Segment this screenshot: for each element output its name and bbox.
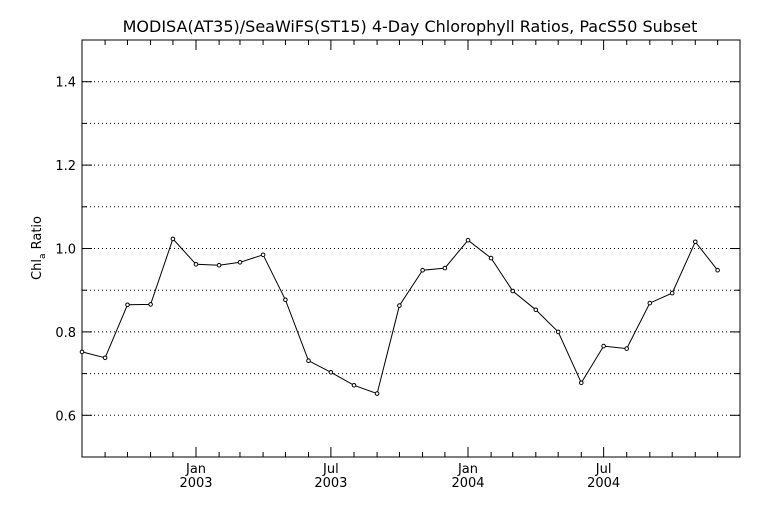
y-axis-label: Chla Ratio [30, 216, 48, 280]
y-tick-label: 1.2 [55, 159, 76, 174]
y-tick-label: 0.8 [55, 326, 76, 341]
data-point [283, 297, 288, 303]
data-point [579, 380, 584, 386]
data-point [148, 302, 153, 307]
y-axis-label-main: Chl [30, 259, 45, 280]
data-point [624, 346, 630, 351]
y-tick-label: 1.4 [55, 76, 76, 91]
data-point [306, 358, 311, 364]
data-point [465, 237, 471, 243]
data-point [555, 329, 561, 335]
data-point [669, 290, 675, 296]
grid-lines [82, 81, 740, 416]
data-point [125, 302, 130, 308]
x-tick-year-label: 2004 [451, 476, 484, 491]
data-point [647, 300, 653, 306]
data-point [601, 343, 606, 349]
x-tick-month-label: Jul [322, 462, 339, 477]
data-point [374, 391, 380, 396]
x-tick-month-label: Jul [595, 462, 612, 477]
data-point [237, 260, 243, 265]
data-point [260, 252, 266, 258]
chart-title: MODISA(AT35)/SeaWiFS(ST15) 4-Day Chlorop… [123, 17, 698, 36]
data-point [102, 355, 108, 361]
x-tick-year-label: 2003 [314, 476, 347, 491]
data-point [533, 307, 539, 313]
data-point [79, 349, 85, 355]
data-point [488, 255, 494, 261]
x-tick-year-label: 2004 [587, 476, 620, 491]
x-tick-month-label: Jan [457, 462, 478, 477]
y-axis: 0.6 0.8 1.0 1.2 1.4 [55, 39, 740, 458]
y-axis-label-rest: Ratio [30, 216, 45, 254]
data-point [397, 303, 402, 308]
x-tick-month-label: Jan [185, 462, 206, 477]
data-point [351, 383, 357, 388]
data-point [420, 267, 425, 273]
y-tick-label: 0.6 [55, 409, 76, 424]
y-tick-label: 1.0 [55, 243, 76, 258]
y-axis-label-subscript: a [38, 254, 48, 260]
data-point [442, 265, 448, 271]
data-point [193, 262, 199, 267]
data-point [170, 236, 176, 242]
series-line [81, 237, 718, 395]
data-point [328, 370, 334, 375]
x-tick-year-label: 2003 [179, 476, 212, 491]
data-point [510, 288, 516, 294]
data-point [216, 262, 222, 268]
data-point [693, 239, 698, 245]
series-chlorophyll-ratio [79, 236, 720, 396]
data-point [715, 267, 720, 273]
